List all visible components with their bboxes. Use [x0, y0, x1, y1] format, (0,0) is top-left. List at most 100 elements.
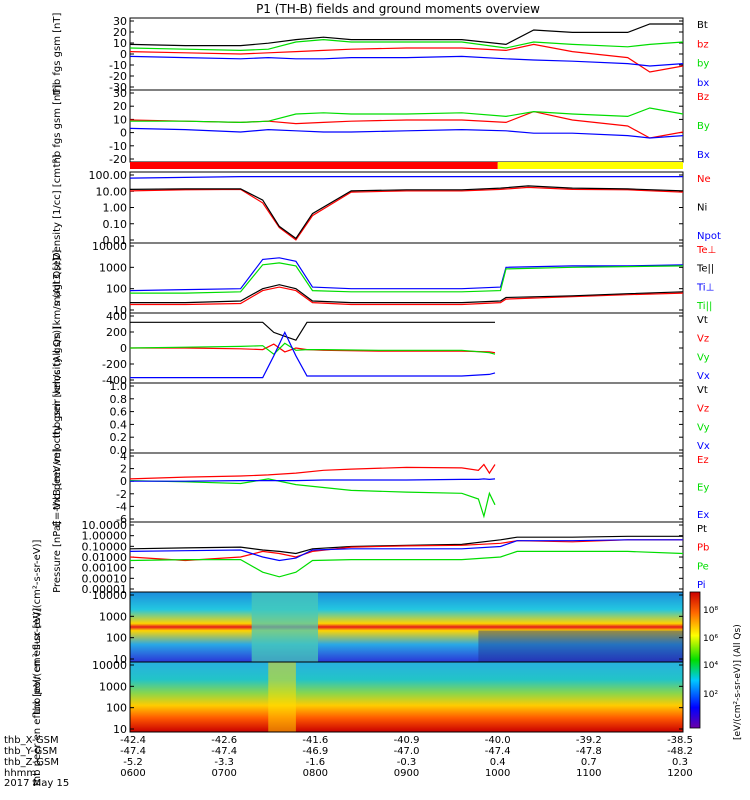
orbit-value: 0.7 — [581, 757, 597, 768]
colorbar-tick: 10² — [703, 690, 718, 700]
orbit-value: -5.2 — [123, 757, 143, 768]
legend-entry: Pi — [697, 580, 706, 591]
y-axis-label: thb peir velocity gsm [km/s (All Qs)] — [52, 258, 63, 439]
panel-frame — [129, 661, 684, 733]
panel-6: 1.00.80.60.40.20.0 thb peer velocity gsm … — [52, 326, 710, 510]
series-line-Ez — [129, 463, 496, 480]
legend-entry: Vt — [697, 315, 708, 326]
y-tick-label: 1000 — [99, 680, 127, 693]
legend-entry: Vx — [697, 371, 710, 382]
y-tick-label: -10 — [109, 140, 127, 153]
y-tick-label: -200 — [102, 358, 127, 371]
y-tick-label: 1.0 — [110, 380, 128, 393]
y-tick-label: 0 — [120, 475, 127, 488]
orbit-value: 1100 — [576, 768, 601, 779]
orbit-row-label: hhmm — [4, 768, 36, 779]
legend-entry: Vz — [697, 334, 709, 345]
series-line-Vy — [129, 342, 496, 355]
y-tick-label: 30 — [113, 87, 127, 100]
series-line-Te⊥ — [130, 286, 684, 306]
orbit-value: 0.4 — [490, 757, 506, 768]
y-tick-label: 0 — [120, 127, 127, 140]
legend-entry: Te|| — [696, 264, 714, 275]
panel-5: 400 200 0 -200 -400 thb peir velocity gsm [km… — [52, 258, 710, 439]
series-line-Vz — [130, 343, 496, 354]
orbit-value: -1.6 — [306, 757, 326, 768]
y-tick-label: 10 — [113, 37, 127, 50]
status-bar-red — [130, 162, 498, 169]
y-tick-label: 20 — [113, 100, 127, 113]
legend-entry: Ne — [697, 174, 711, 185]
spectrogram-gap — [251, 592, 319, 662]
panel-frame — [129, 171, 684, 244]
series-line-Te|| — [130, 284, 684, 304]
legend-entry: Ex — [697, 510, 709, 521]
date-label: 2017 May 15 — [4, 778, 69, 789]
series-line-Ti|| — [130, 262, 684, 294]
y-tick-label: 1.00000 — [82, 530, 128, 543]
y-tick-label: 10 — [113, 304, 127, 317]
series-line-Vt — [130, 321, 495, 341]
orbit-value: 0.3 — [672, 757, 688, 768]
y-axis-label: Density [1/cc] [cm⁻³] — [52, 155, 63, 260]
orbit-value: -47.4 — [211, 746, 237, 757]
series-line-bx — [129, 55, 684, 67]
chart-title: P1 (TH-B) fields and ground moments over… — [256, 2, 540, 16]
y-axis-label: thb fgs gsm [nT] — [52, 85, 63, 168]
orbit-value: 1200 — [667, 768, 692, 779]
orbit-value: -41.6 — [302, 735, 328, 746]
colorbar-tick: 10⁶ — [703, 634, 718, 644]
y-tick-label: 0.00010 — [82, 572, 128, 585]
panel-frame — [129, 382, 684, 454]
series-line-Npot — [129, 176, 683, 179]
orbit-value: -47.4 — [120, 746, 146, 757]
y-tick-label: 10.0000 — [82, 519, 128, 532]
y-tick-label: -4 — [116, 500, 127, 513]
panel-9: 10000 1000 100 10 thb peir en eflux [eV/(cm²… — [32, 539, 684, 714]
y-tick-label: -20 — [109, 153, 127, 166]
y-tick-label: 0.00001 — [82, 583, 128, 596]
legend-entry: Vy — [697, 422, 710, 433]
orbit-value: -39.2 — [576, 735, 602, 746]
y-tick-label: 0.4 — [110, 418, 128, 431]
panel-frame — [129, 89, 684, 163]
legend-entry: bx — [697, 78, 709, 89]
legend-entry: Vz — [697, 404, 709, 415]
orbit-value: -38.5 — [667, 735, 693, 746]
legend-entry: By — [697, 121, 710, 132]
legend-entry: Bt — [697, 20, 708, 31]
series-line-Ni — [129, 185, 684, 240]
orbit-value: -42.4 — [120, 735, 146, 746]
orbit-value: -3.3 — [214, 757, 234, 768]
colorbar-label: [eV/(cm²-s-sr-eV)] (All Qs) — [733, 624, 743, 740]
y-tick-label: 1.00 — [103, 202, 128, 215]
legend-entry: Vt — [697, 385, 708, 396]
y-tick-label: 10000 — [92, 659, 127, 672]
orbit-value: -42.6 — [211, 735, 237, 746]
y-tick-label: 30 — [113, 15, 127, 28]
y-tick-label: 100 — [106, 283, 127, 296]
y-tick-label: -30 — [109, 81, 127, 94]
y-tick-label: 10000 — [92, 240, 127, 253]
orbit-value: 1000 — [485, 768, 510, 779]
status-bar-yellow — [497, 162, 683, 169]
y-tick-label: 1000 — [99, 610, 127, 623]
legend-entry: Vx — [697, 441, 710, 452]
panel-4: 10000 1000 100 10 magt3 [eV] Te⊥ Te|| Ti⊥ Ti|| — [52, 240, 716, 317]
legend-entry: Pt — [697, 524, 707, 535]
legend-entry: Pe — [697, 561, 709, 572]
series-line-Ti⊥ — [129, 257, 684, 292]
orbit-value: -47.0 — [394, 746, 420, 757]
legend-entry: Bz — [697, 92, 709, 103]
panel-8: 10.00001.000000.100000.010000.001000.000… — [52, 519, 709, 596]
y-tick-label: -20 — [109, 70, 127, 83]
legend-entry: Ni — [697, 203, 707, 214]
series-line-Ne — [129, 186, 684, 241]
series-line-Bx — [129, 127, 684, 139]
y-tick-label: 400 — [106, 310, 127, 323]
legend-entry: Ti|| — [696, 301, 712, 312]
y-tick-label: 0.01000 — [82, 551, 128, 564]
y-axis-label: thb peir en eflux [eV/(cm²-s-sr-eV)] — [32, 539, 43, 714]
y-tick-label: 0.2 — [110, 431, 128, 444]
